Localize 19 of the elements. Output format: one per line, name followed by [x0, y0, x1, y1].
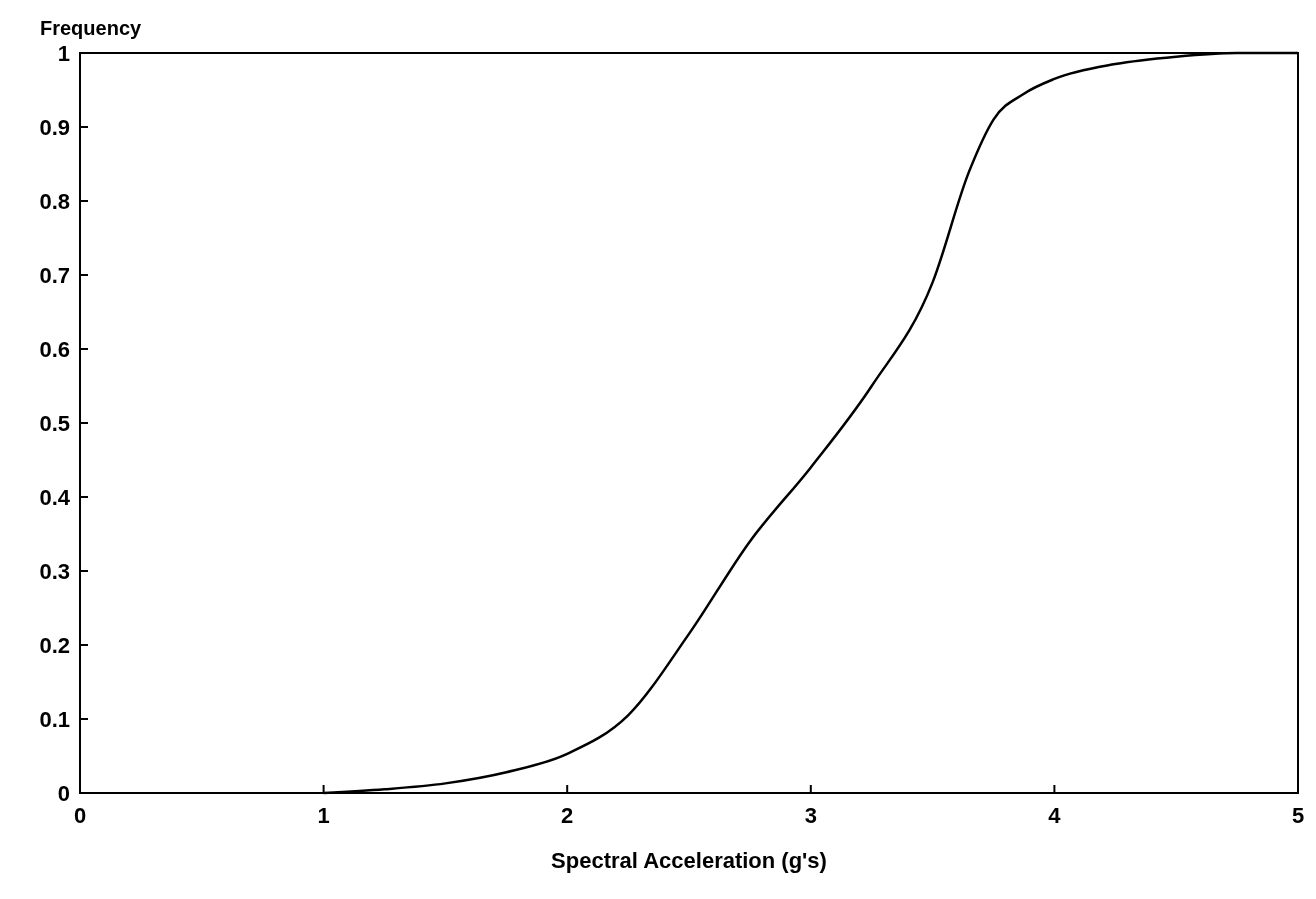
- y-tick-label: 0.3: [39, 559, 70, 584]
- y-tick-label: 0.6: [39, 337, 70, 362]
- x-tick-label: 3: [804, 803, 817, 828]
- y-tick-label: 0.4: [39, 485, 71, 510]
- x-tick-label: 2: [561, 803, 574, 828]
- x-tick-label: 0: [73, 803, 87, 828]
- y-tick-label: 0: [57, 781, 70, 806]
- y-tick-label: 0.8: [39, 189, 70, 214]
- y-axis-title: Frequency: [40, 17, 143, 39]
- x-tick-label: 1: [317, 803, 330, 828]
- y-tick-label: 0.2: [39, 633, 70, 658]
- x-tick-label: 5: [1291, 803, 1305, 828]
- x-tick-label: 4: [1048, 803, 1062, 828]
- y-tick-label: 0.1: [39, 707, 70, 732]
- y-tick-label: 0.9: [39, 115, 70, 140]
- y-tick-label: 1: [57, 41, 70, 66]
- y-tick-label: 0.5: [39, 411, 70, 436]
- y-tick-label: 0.7: [39, 263, 70, 288]
- x-axis-title: Spectral Acceleration (g's): [551, 848, 827, 873]
